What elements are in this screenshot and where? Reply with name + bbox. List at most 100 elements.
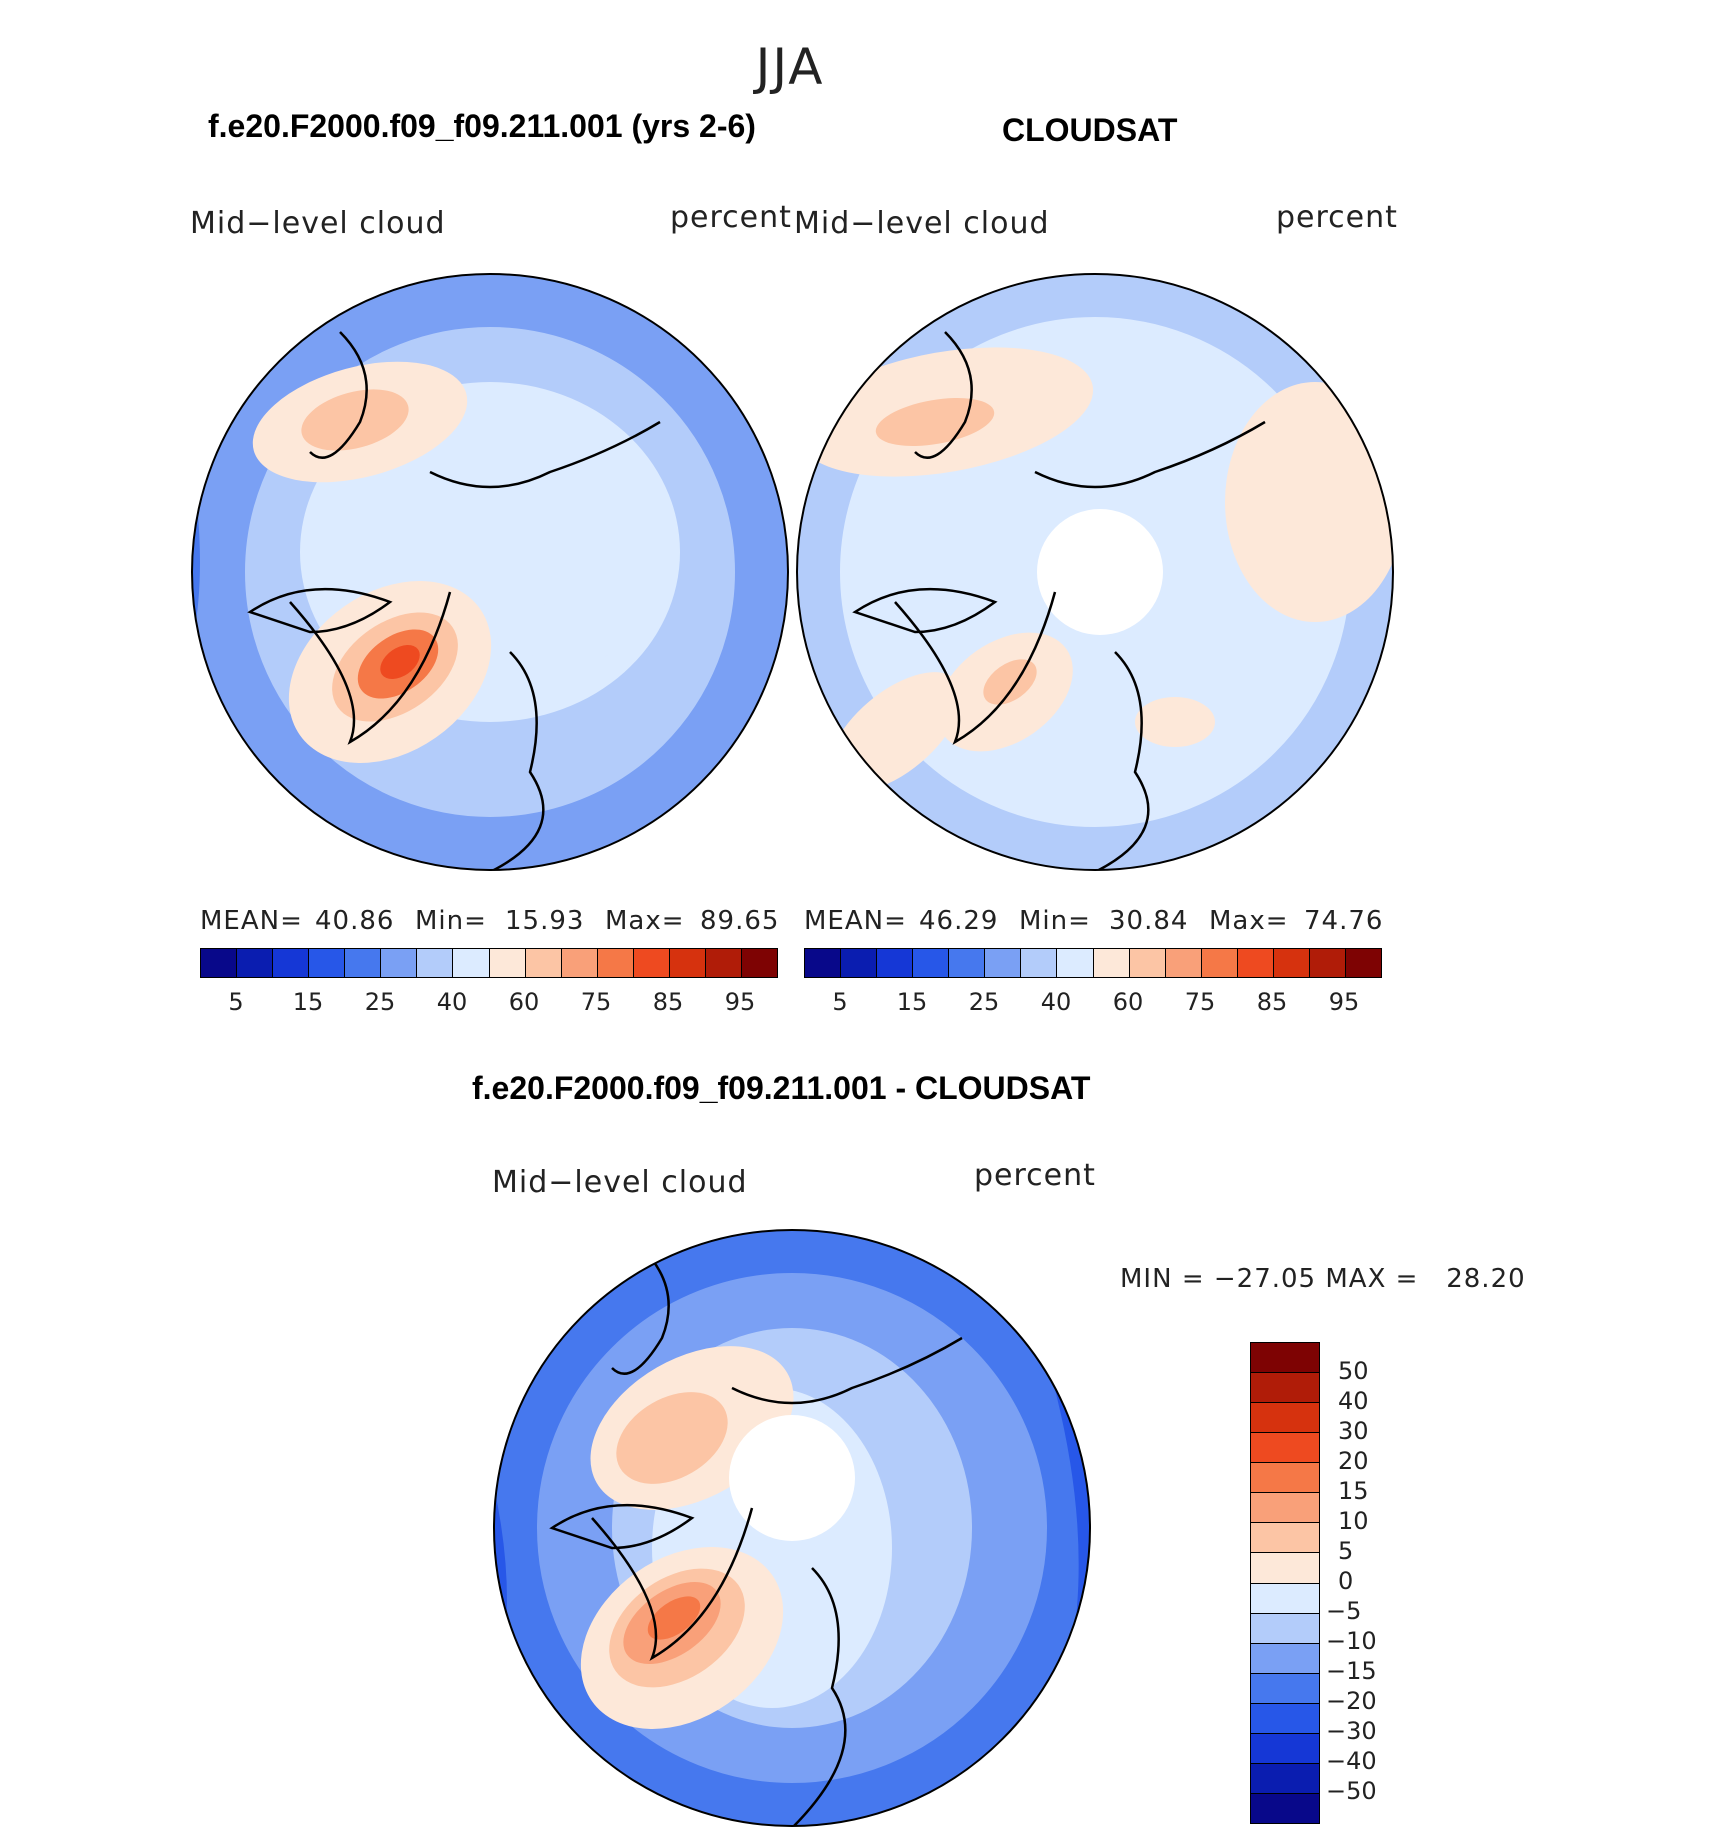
diff-colorbar-tick-label: 20 bbox=[1338, 1447, 1369, 1475]
diff-variable-label: Mid−level cloud bbox=[492, 1165, 748, 1200]
diff-colorbar-tick-label: −50 bbox=[1326, 1777, 1377, 1805]
colorbar-swatch bbox=[1021, 949, 1058, 977]
colorbar-swatch bbox=[841, 949, 878, 977]
diff-colorbar-tick-label: 50 bbox=[1338, 1357, 1369, 1385]
diff-colorbar-swatch bbox=[1251, 1463, 1319, 1494]
diff-greenland-peak bbox=[647, 1596, 701, 1640]
panel2-coastline-2 bbox=[894, 591, 1057, 745]
colorbar-swatch bbox=[453, 949, 490, 977]
panel2-scandi-high bbox=[1135, 697, 1215, 747]
diff-coastline-4 bbox=[791, 1567, 847, 1826]
colorbar-tick-label: 75 bbox=[1184, 988, 1216, 1016]
colorbar-swatch bbox=[705, 949, 742, 977]
panel2-variable-label: Mid−level cloud bbox=[794, 206, 1050, 241]
colorbar-swatch bbox=[237, 949, 274, 977]
panel2-mean-value: 46.29 bbox=[919, 906, 999, 936]
panel2-map bbox=[796, 273, 1394, 871]
panel2-polar-hole bbox=[1037, 509, 1163, 635]
diff-units-label: percent bbox=[974, 1158, 1096, 1193]
colorbar-swatch bbox=[561, 949, 598, 977]
colorbar-tick-label: 15 bbox=[896, 988, 928, 1016]
diff-coastline-5 bbox=[611, 1247, 670, 1375]
panel1-scandi bbox=[510, 602, 630, 662]
diff-colorbar-swatch bbox=[1251, 1493, 1319, 1524]
panel2-max-label: Max= bbox=[1209, 906, 1289, 936]
diff-colorbar-swatch bbox=[1251, 1523, 1319, 1554]
colorbar-swatch bbox=[1093, 949, 1130, 977]
colorbar-tick-label: 75 bbox=[580, 988, 612, 1016]
panel2-map-border bbox=[796, 273, 1394, 871]
colorbar-swatch bbox=[913, 949, 950, 977]
colorbar-swatch bbox=[1201, 949, 1238, 977]
panel1-map-border bbox=[191, 273, 789, 871]
diff-colorbar-swatch bbox=[1251, 1373, 1319, 1404]
diff-colorbar-swatch bbox=[1251, 1763, 1319, 1794]
diff-colorbar-tick-label: 10 bbox=[1338, 1507, 1369, 1535]
colorbar-swatch bbox=[1165, 949, 1202, 977]
diff-colorbar-swatch bbox=[1251, 1583, 1319, 1614]
diff-colorbar-tick-label: 30 bbox=[1338, 1417, 1369, 1445]
diff-polar-hole bbox=[729, 1415, 855, 1541]
colorbar-tick-label: 95 bbox=[1328, 988, 1360, 1016]
colorbar-tick-label: 40 bbox=[436, 988, 468, 1016]
diff-colorbar-tick-label: −10 bbox=[1326, 1627, 1377, 1655]
panel2-east-high bbox=[1225, 382, 1393, 622]
panel1-max-value: 89.65 bbox=[700, 906, 780, 936]
panel1-max-label: Max= bbox=[605, 906, 685, 936]
colorbar-tick-label: 40 bbox=[1040, 988, 1072, 1016]
diff-colorbar-swatch bbox=[1251, 1703, 1319, 1734]
diff-colorbar-swatch bbox=[1251, 1613, 1319, 1644]
diff-colorbar-swatch bbox=[1251, 1403, 1319, 1434]
panel1-colorbar bbox=[200, 948, 778, 978]
panel1-mean-label: MEAN= bbox=[200, 906, 303, 936]
panel1-coastline-5 bbox=[309, 331, 368, 459]
diff-coastline-1 bbox=[549, 1503, 695, 1550]
diff-colorbar-tick-label: 5 bbox=[1338, 1537, 1354, 1565]
panel2-coastline-5 bbox=[914, 331, 973, 459]
panel1-min-value: 15.93 bbox=[505, 906, 585, 936]
colorbar-swatch bbox=[525, 949, 562, 977]
colorbar-swatch bbox=[1345, 949, 1381, 977]
panel1-coastline-4 bbox=[489, 651, 545, 870]
diff-colorbar-tick-label: −20 bbox=[1326, 1687, 1377, 1715]
colorbar-swatch bbox=[1129, 949, 1166, 977]
panel2-coastline-3 bbox=[1034, 420, 1266, 489]
colorbar-swatch bbox=[633, 949, 670, 977]
panel1-coastline-2 bbox=[289, 591, 452, 745]
diff-colorbar-swatch bbox=[1251, 1643, 1319, 1674]
colorbar-swatch bbox=[669, 949, 706, 977]
colorbar-tick-label: 85 bbox=[652, 988, 684, 1016]
colorbar-tick-label: 5 bbox=[228, 988, 244, 1016]
panel1-greenland-peak bbox=[380, 644, 420, 680]
diff-colorbar-swatch bbox=[1251, 1553, 1319, 1584]
diff-map bbox=[493, 1229, 1091, 1827]
diff-colorbar-tick-label: −5 bbox=[1326, 1597, 1362, 1625]
diff-colorbar-tick-label: −15 bbox=[1326, 1657, 1377, 1685]
colorbar-tick-label: 25 bbox=[364, 988, 396, 1016]
panel2-colorbar bbox=[804, 948, 1382, 978]
panel1-map bbox=[191, 273, 789, 871]
panel2-coastline-4 bbox=[1094, 651, 1150, 870]
panel2-units-label: percent bbox=[1276, 200, 1398, 235]
colorbar-swatch bbox=[309, 949, 346, 977]
season-title: JJA bbox=[755, 38, 825, 96]
diff-minmax: MIN = −27.05 MAX = 28.20 bbox=[1120, 1264, 1526, 1294]
diff-colorbar-tick-label: 15 bbox=[1338, 1477, 1369, 1505]
colorbar-swatch bbox=[417, 949, 454, 977]
colorbar-swatch bbox=[273, 949, 310, 977]
panel1-siberia-core bbox=[301, 389, 409, 451]
panel1-variable-label: Mid−level cloud bbox=[190, 206, 446, 241]
panel2-mean-label: MEAN= bbox=[804, 906, 907, 936]
diff-colorbar-swatch bbox=[1251, 1733, 1319, 1764]
diff-title: f.e20.F2000.f09_f09.211.001 - CLOUDSAT bbox=[472, 1070, 1091, 1106]
panel2-siberia-core bbox=[875, 397, 995, 447]
diff-siberia-mid bbox=[616, 1392, 728, 1484]
diff-colorbar-swatch bbox=[1251, 1793, 1319, 1823]
colorbar-swatch bbox=[949, 949, 986, 977]
diff-colorbar-swatch bbox=[1251, 1673, 1319, 1704]
diff-map-border bbox=[493, 1229, 1091, 1827]
panel1-mean-value: 40.86 bbox=[315, 906, 395, 936]
panel2-coastline-1 bbox=[852, 587, 998, 634]
colorbar-tick-label: 95 bbox=[724, 988, 756, 1016]
colorbar-swatch bbox=[381, 949, 418, 977]
